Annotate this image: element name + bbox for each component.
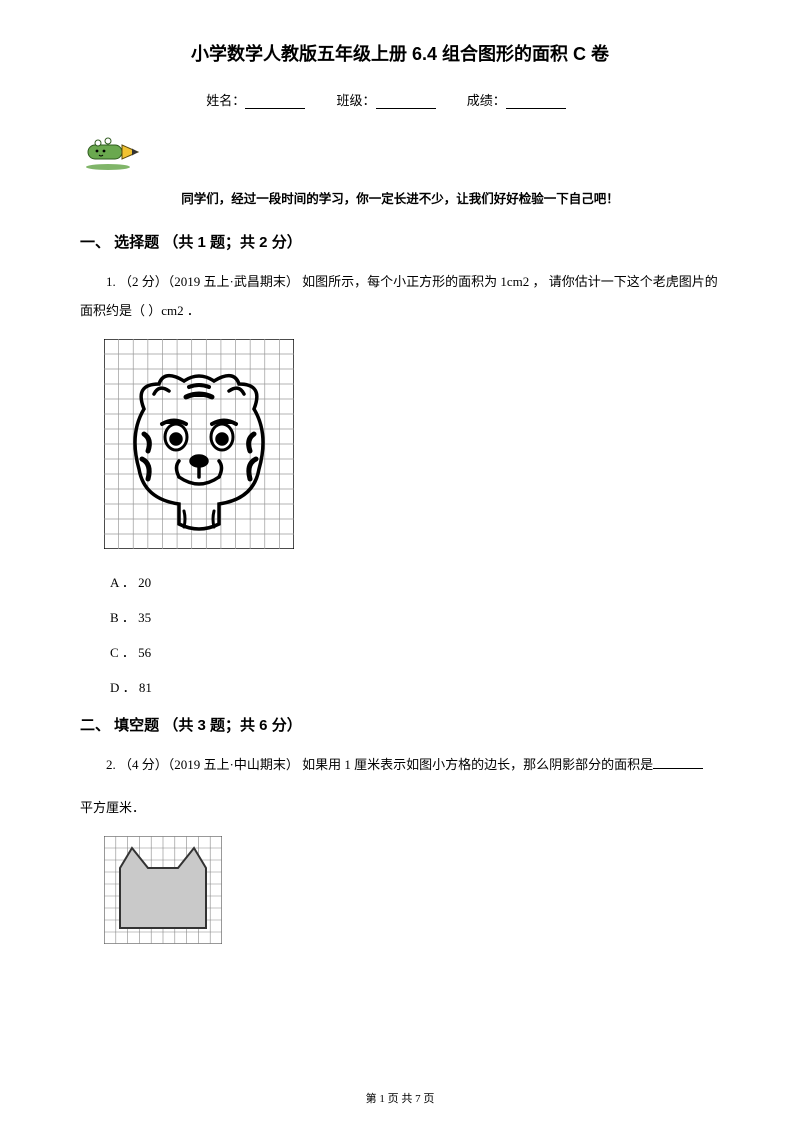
q1-text: 1. （2 分）（2019 五上·武昌期末） 如图所示，每个小正方形的面积为 1… bbox=[80, 268, 720, 325]
q1-option-d[interactable]: D ． 81 bbox=[110, 677, 720, 696]
page-title: 小学数学人教版五年级上册 6.4 组合图形的面积 C 卷 bbox=[80, 40, 720, 66]
q1-option-a[interactable]: A ． 20 bbox=[110, 572, 720, 591]
class-label: 班级： bbox=[336, 93, 375, 108]
tiger-figure bbox=[104, 339, 720, 554]
name-blank[interactable] bbox=[245, 95, 305, 109]
q2-text-2: 平方厘米． bbox=[80, 794, 720, 823]
pencil-icon bbox=[80, 123, 720, 176]
q1-option-c[interactable]: C ． 56 bbox=[110, 642, 720, 661]
section1-header: 一、 选择题 （共 1 题；共 2 分） bbox=[80, 231, 720, 252]
class-blank[interactable] bbox=[376, 95, 436, 109]
score-label: 成绩： bbox=[467, 93, 506, 108]
section2-header: 二、 填空题 （共 3 题；共 6 分） bbox=[80, 714, 720, 735]
cat-figure bbox=[104, 836, 720, 949]
score-blank[interactable] bbox=[506, 95, 566, 109]
q1-line: 1. （2 分）（2019 五上·武昌期末） 如图所示，每个小正方形的面积为 1… bbox=[80, 274, 718, 318]
page-footer: 第 1 页 共 7 页 bbox=[0, 1090, 800, 1106]
q1-option-b[interactable]: B ． 35 bbox=[110, 607, 720, 626]
q2-text: 2. （4 分）（2019 五上·中山期末） 如果用 1 厘米表示如图小方格的边… bbox=[80, 751, 720, 780]
q2-line1: 2. （4 分）（2019 五上·中山期末） 如果用 1 厘米表示如图小方格的边… bbox=[106, 757, 653, 772]
q1-options: A ． 20 B ． 35 C ． 56 D ． 81 bbox=[110, 572, 720, 696]
q2-line2: 平方厘米． bbox=[80, 800, 145, 815]
encourage-text: 同学们，经过一段时间的学习，你一定长进不少，让我们好好检验一下自己吧！ bbox=[80, 188, 720, 207]
student-info-line: 姓名： 班级： 成绩： bbox=[80, 90, 720, 109]
q2-blank[interactable] bbox=[653, 757, 703, 769]
name-label: 姓名： bbox=[206, 93, 245, 108]
